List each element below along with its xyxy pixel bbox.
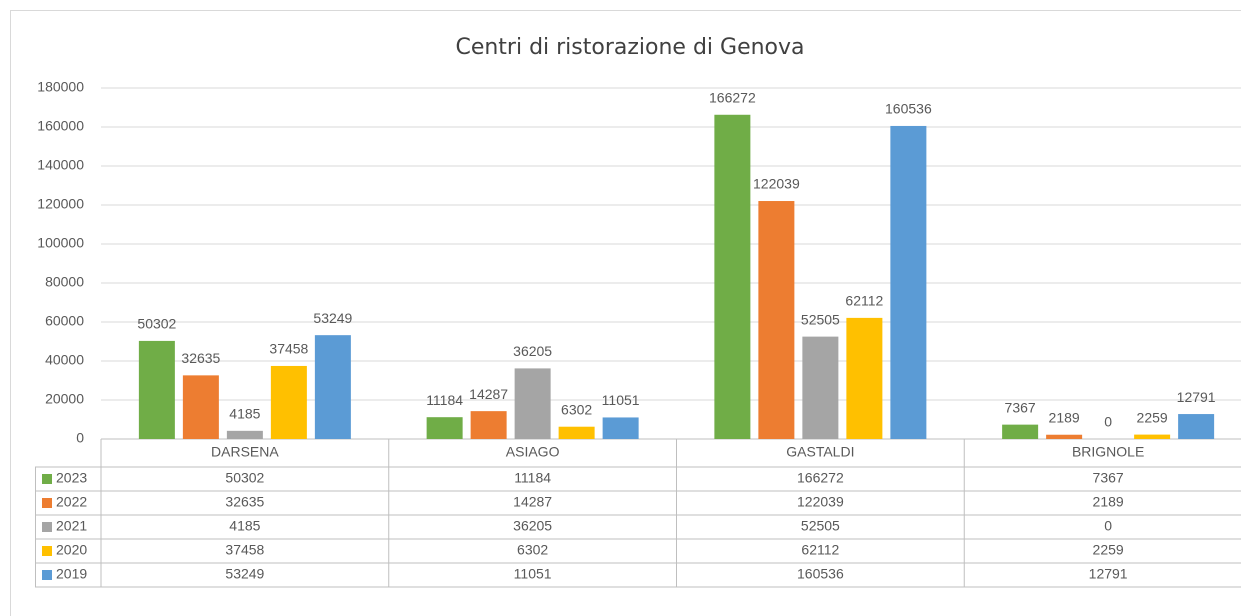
data-label: 6302	[561, 401, 592, 417]
bar	[890, 125, 927, 439]
bar	[714, 114, 751, 440]
table-cell: 62112	[801, 542, 839, 558]
bar	[758, 201, 795, 439]
y-tick-label: 80000	[45, 274, 84, 290]
chart-title: Centri di ristorazione di Genova	[455, 35, 804, 60]
bar	[1178, 414, 1215, 439]
table-cell: 37458	[225, 542, 264, 558]
legend-label: 2019	[56, 566, 87, 582]
bar	[314, 335, 351, 439]
data-label: 2189	[1049, 409, 1080, 425]
legend-label: 2021	[56, 518, 87, 534]
table-cell: 36205	[513, 518, 552, 534]
table-cell: 53249	[225, 566, 264, 582]
y-tick-label: 0	[76, 430, 84, 446]
data-label: 12791	[1177, 389, 1216, 405]
data-label: 14287	[469, 386, 508, 402]
data-label: 11184	[426, 392, 463, 408]
y-tick-label: 140000	[37, 157, 84, 173]
y-tick-label: 120000	[37, 196, 84, 212]
data-label: 36205	[513, 343, 552, 359]
data-label: 52505	[801, 311, 840, 327]
bar	[470, 411, 507, 439]
legend-swatch	[42, 522, 52, 532]
data-label: 2259	[1137, 409, 1168, 425]
legend-swatch	[42, 474, 52, 484]
y-tick-label: 100000	[37, 235, 84, 251]
table-cell: 32635	[225, 494, 264, 510]
chart-border	[10, 10, 1241, 616]
x-tick-label: GASTALDI	[786, 444, 854, 460]
table-cell: 11184	[514, 470, 551, 486]
bar	[1046, 434, 1083, 439]
y-tick-label: 60000	[45, 313, 84, 329]
table-cell: 2259	[1093, 542, 1124, 558]
data-label: 32635	[181, 350, 220, 366]
legend-label: 2022	[56, 494, 87, 510]
table-cell: 7367	[1093, 470, 1124, 486]
table-cell: 14287	[513, 494, 552, 510]
table-cell: 160536	[797, 566, 844, 582]
table-cell: 50302	[225, 470, 264, 486]
x-tick-label: DARSENA	[211, 444, 279, 460]
bar	[138, 340, 175, 439]
table-cell: 0	[1104, 518, 1112, 534]
y-tick-label: 20000	[45, 391, 84, 407]
bar	[514, 368, 551, 439]
y-tick-label: 180000	[37, 79, 84, 95]
bar	[846, 317, 883, 439]
table-cell: 52505	[801, 518, 840, 534]
bar	[426, 417, 463, 439]
data-label: 11051	[602, 392, 640, 408]
bar	[226, 430, 263, 439]
data-label: 122039	[753, 176, 800, 192]
bar	[1134, 434, 1171, 439]
legend-swatch	[42, 570, 52, 580]
bar	[558, 426, 595, 439]
table-cell: 12791	[1089, 566, 1128, 582]
data-label: 53249	[313, 310, 352, 326]
bar	[602, 417, 639, 439]
bar	[802, 336, 839, 439]
bar	[182, 375, 219, 439]
legend-swatch	[42, 498, 52, 508]
table-cell: 166272	[797, 470, 844, 486]
data-label: 166272	[709, 89, 756, 105]
data-label: 7367	[1005, 399, 1036, 415]
data-label: 37458	[269, 341, 308, 357]
x-tick-label: BRIGNOLE	[1072, 444, 1144, 460]
table-cell: 4185	[229, 518, 260, 534]
table-cell: 11051	[514, 566, 552, 582]
y-tick-label: 40000	[45, 352, 84, 368]
table-cell: 6302	[517, 542, 548, 558]
data-label: 62112	[845, 293, 883, 309]
legend-swatch	[42, 546, 52, 556]
legend-label: 2023	[56, 470, 87, 486]
legend-label: 2020	[56, 542, 87, 558]
data-label: 50302	[137, 316, 176, 332]
y-tick-label: 160000	[37, 118, 84, 134]
data-label: 0	[1104, 414, 1112, 430]
data-label: 160536	[885, 101, 932, 117]
bar	[270, 365, 307, 439]
x-tick-label: ASIAGO	[506, 444, 560, 460]
data-label: 4185	[229, 406, 260, 422]
table-cell: 122039	[797, 494, 844, 510]
table-cell: 2189	[1093, 494, 1124, 510]
bar	[1002, 424, 1039, 439]
